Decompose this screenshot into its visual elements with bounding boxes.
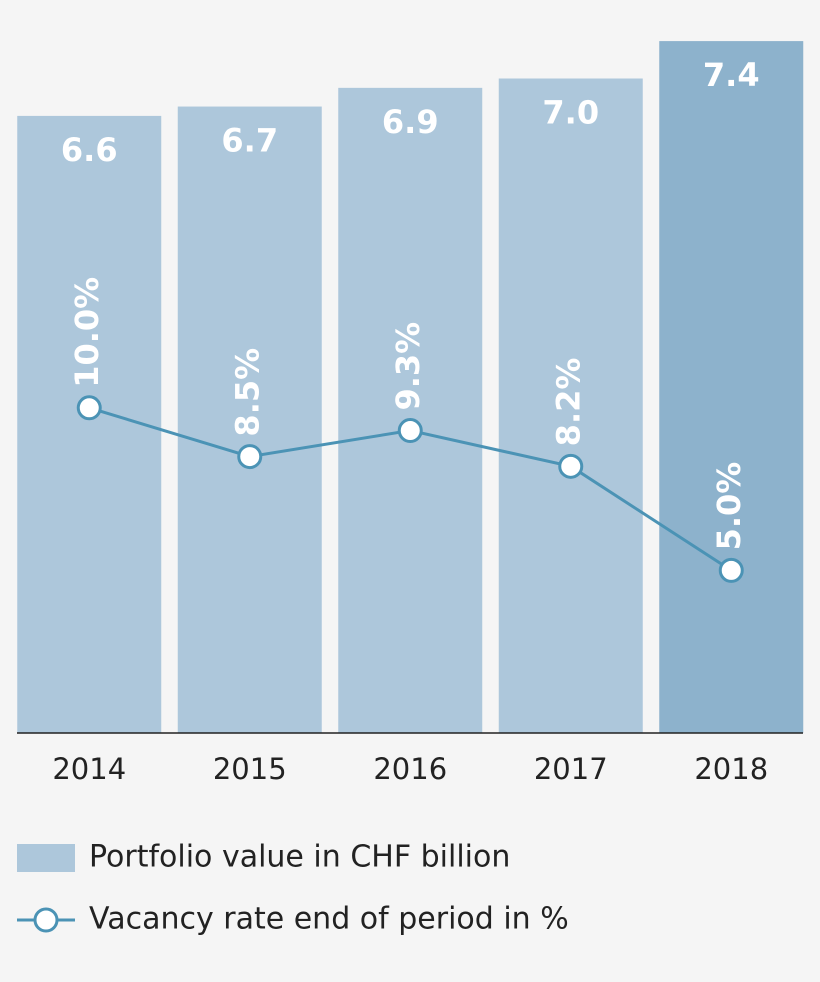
- bar: [498, 78, 643, 733]
- bar-value-label: 6.6: [61, 131, 118, 169]
- bar-value-label: 7.0: [542, 94, 599, 132]
- bar-value-label: 6.7: [221, 122, 278, 160]
- line-marker: [397, 418, 423, 444]
- legend-label: Vacancy rate end of period in %: [89, 902, 569, 937]
- legend-marker: [33, 907, 59, 933]
- line-marker: [76, 395, 102, 421]
- line-value-label: 8.2%: [550, 358, 588, 447]
- bar: [177, 106, 322, 734]
- bar: [338, 87, 483, 734]
- x-tick-label: 2018: [694, 752, 768, 786]
- line-marker: [718, 557, 744, 583]
- legend-swatch: [17, 844, 75, 872]
- bar: [17, 115, 162, 733]
- x-tick-label: 2014: [52, 752, 126, 786]
- x-tick-label: 2016: [373, 752, 447, 786]
- x-tick-label: 2015: [213, 752, 287, 786]
- line-marker: [237, 444, 263, 470]
- line-value-label: 5.0%: [710, 462, 748, 551]
- x-tick-label: 2017: [534, 752, 608, 786]
- line-marker: [558, 453, 584, 479]
- line-value-label: 8.5%: [229, 348, 267, 437]
- bar-value-label: 7.4: [703, 56, 760, 94]
- line-value-label: 10.0%: [68, 277, 106, 388]
- bar: [659, 41, 804, 734]
- legend-label: Portfolio value in CHF billion: [89, 840, 510, 875]
- line-value-label: 9.3%: [389, 322, 427, 411]
- bar-value-label: 6.9: [382, 103, 439, 141]
